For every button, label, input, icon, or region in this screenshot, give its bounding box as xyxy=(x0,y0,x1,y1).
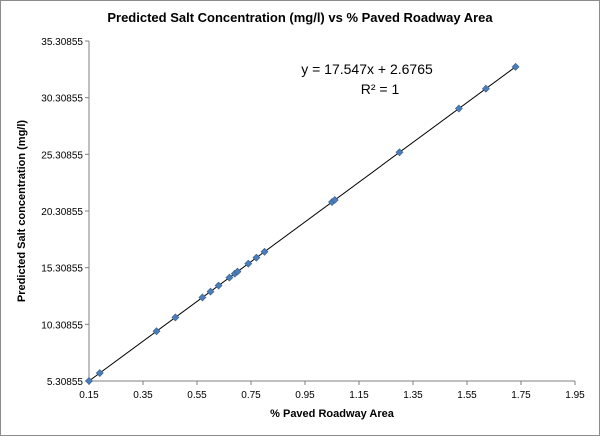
data-point xyxy=(330,196,339,204)
y-tick-label: 15.30855 xyxy=(41,264,83,275)
data-point xyxy=(511,62,520,71)
data-point xyxy=(454,104,463,113)
x-tick-label: 1.55 xyxy=(457,390,477,401)
data-point xyxy=(198,293,207,302)
data-point xyxy=(171,313,180,322)
trendline xyxy=(88,66,516,382)
y-tick-label: 35.30855 xyxy=(41,37,83,48)
x-tick-label: 1.15 xyxy=(349,390,369,401)
data-point xyxy=(206,287,215,296)
data-point xyxy=(260,247,269,256)
x-tick-label: 1.75 xyxy=(511,390,531,401)
data-point xyxy=(214,281,223,290)
y-tick-label: 10.30855 xyxy=(41,320,83,331)
data-point xyxy=(395,148,404,157)
trendline-r-squared: R² = 1 xyxy=(361,81,400,97)
data-point xyxy=(152,327,161,336)
data-point xyxy=(233,267,242,276)
data-point xyxy=(85,377,93,385)
x-tick-label: 0.75 xyxy=(241,390,261,401)
data-point xyxy=(244,259,253,268)
x-tick-label: 0.15 xyxy=(79,390,99,401)
y-tick-label: 20.30855 xyxy=(41,207,83,218)
x-tick-label: 1.35 xyxy=(403,390,423,401)
data-point xyxy=(225,273,234,282)
x-tick-label: 1.95 xyxy=(565,390,585,401)
data-point xyxy=(481,84,490,93)
trendline-equation: y = 17.547x + 2.6765 xyxy=(301,61,433,77)
y-tick-label: 30.30855 xyxy=(41,94,83,105)
data-point xyxy=(95,369,104,377)
x-tick-label: 0.35 xyxy=(133,390,153,401)
x-tick-label: 0.55 xyxy=(187,390,207,401)
plot-layer: 0.15 0.35 0.55 0.75 0.95 1.15 1.35 1.55 1.75 1.95… xyxy=(41,37,585,401)
data-point xyxy=(252,253,261,262)
y-tick-label: 25.30855 xyxy=(41,150,83,161)
y-tick-label: 5.30855 xyxy=(47,377,84,388)
chart-title: Predicted Salt Concentration (mg/l) vs %… xyxy=(107,10,493,25)
y-axis-title: Predicted Salt concentration (mg/l) xyxy=(16,120,28,302)
x-tick-label: 0.95 xyxy=(295,390,315,401)
x-axis-title: % Paved Roadway Area xyxy=(270,408,395,420)
